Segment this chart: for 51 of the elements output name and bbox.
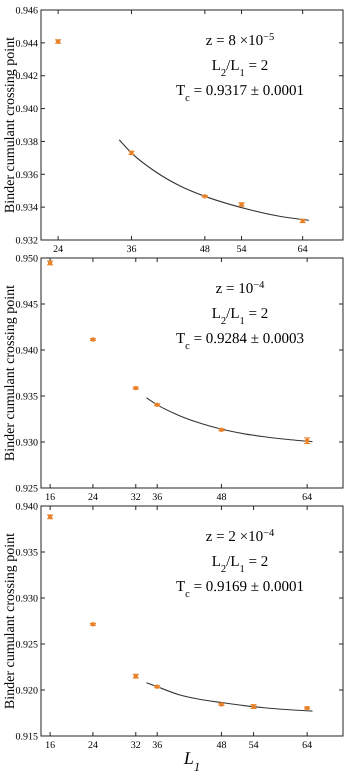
x-tick-label: 16 bbox=[45, 740, 56, 751]
annotation: z = 8 ×10$^{−5}$ bbox=[206, 32, 274, 49]
x-tick-label: 54 bbox=[248, 740, 259, 751]
annotation: z = 2 ×10$^{−4}$ bbox=[206, 528, 275, 545]
y-tick-label: 0.920 bbox=[16, 686, 38, 696]
line-series bbox=[146, 682, 314, 712]
y-tick-label: 0.915 bbox=[16, 732, 38, 742]
annotation: T$_{c}$ = 0.9284 ± 0.0003 bbox=[176, 331, 304, 352]
y-tick-label: 0.938 bbox=[16, 136, 38, 148]
y-tick-label: 0.930 bbox=[16, 594, 38, 604]
annotation: T$_{c}$ = 0.9169 ± 0.0001 bbox=[176, 579, 304, 600]
x-tick-label: 48 bbox=[216, 740, 226, 751]
x-tick-label: 36 bbox=[152, 492, 162, 503]
y-tick-label: 0.945 bbox=[16, 300, 38, 310]
x-tick-label: 36 bbox=[152, 740, 162, 751]
x-tick-label: 64 bbox=[302, 740, 312, 751]
x-tick-label: 32 bbox=[130, 740, 141, 751]
y-tick-label: 0.930 bbox=[16, 438, 38, 448]
y-tick-label: 0.946 bbox=[16, 6, 38, 16]
annotation: L$_{2}$/L$_{1}$ = 2 bbox=[212, 306, 268, 326]
x-tick-label: 48 bbox=[216, 492, 226, 503]
y-tick-label: 0.940 bbox=[16, 502, 38, 512]
y-tick-label: 0.935 bbox=[16, 392, 38, 402]
y-tick-label: 0.934 bbox=[16, 202, 38, 214]
y-tick-label: 0.940 bbox=[16, 346, 38, 356]
y-tick-label: 0.932 bbox=[16, 236, 38, 246]
x-tick-label: 24 bbox=[88, 492, 98, 503]
x-tick-label: 36 bbox=[126, 244, 136, 255]
y-tick-label: 0.936 bbox=[16, 170, 38, 181]
y-tick-label: 0.942 bbox=[16, 71, 38, 82]
y-tick-label: 0.925 bbox=[16, 640, 38, 650]
x-tick-label: 24 bbox=[88, 740, 98, 751]
x-axis-title: L$_{1}$ bbox=[182, 748, 200, 774]
y-tick-label: 0.944 bbox=[16, 38, 38, 50]
x-tick-label: 16 bbox=[45, 492, 56, 503]
y-tick-label: 0.940 bbox=[16, 104, 38, 116]
x-tick-label: 48 bbox=[200, 244, 210, 255]
y-tick-label: 0.925 bbox=[16, 484, 38, 494]
y-tick-label: 0.950 bbox=[16, 254, 38, 264]
annotation: T$_{c}$ = 0.9317 ± 0.0001 bbox=[176, 83, 304, 104]
x-tick-label: 64 bbox=[302, 492, 312, 503]
annotation: z = 10$^{−4}$ bbox=[216, 280, 266, 297]
line-series bbox=[146, 397, 314, 442]
line-series bbox=[118, 139, 310, 221]
x-tick-label: 54 bbox=[236, 244, 247, 255]
y-tick-label: 0.935 bbox=[16, 548, 38, 558]
x-tick-label: 64 bbox=[298, 244, 308, 255]
annotation: L$_{2}$/L$_{1}$ = 2 bbox=[212, 554, 268, 574]
annotation: L$_{2}$/L$_{1}$ = 2 bbox=[212, 58, 268, 78]
x-tick-label: 24 bbox=[53, 244, 64, 255]
x-tick-label: 32 bbox=[130, 492, 141, 503]
